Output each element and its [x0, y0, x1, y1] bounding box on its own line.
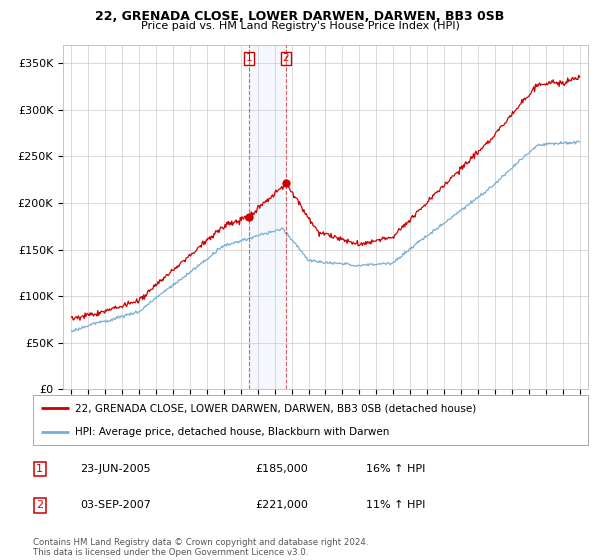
Text: 03-SEP-2007: 03-SEP-2007 — [80, 501, 151, 510]
Text: Price paid vs. HM Land Registry's House Price Index (HPI): Price paid vs. HM Land Registry's House … — [140, 21, 460, 31]
Text: 22, GRENADA CLOSE, LOWER DARWEN, DARWEN, BB3 0SB (detached house): 22, GRENADA CLOSE, LOWER DARWEN, DARWEN,… — [74, 403, 476, 413]
Text: £185,000: £185,000 — [255, 464, 308, 474]
Text: 22, GRENADA CLOSE, LOWER DARWEN, DARWEN, BB3 0SB: 22, GRENADA CLOSE, LOWER DARWEN, DARWEN,… — [95, 10, 505, 22]
Text: Contains HM Land Registry data © Crown copyright and database right 2024.
This d: Contains HM Land Registry data © Crown c… — [33, 538, 368, 557]
Text: 1: 1 — [245, 53, 252, 63]
Text: 2: 2 — [36, 501, 43, 510]
Bar — [249, 45, 286, 389]
Text: HPI: Average price, detached house, Blackburn with Darwen: HPI: Average price, detached house, Blac… — [74, 427, 389, 437]
Text: 11% ↑ HPI: 11% ↑ HPI — [366, 501, 425, 510]
Text: 23-JUN-2005: 23-JUN-2005 — [80, 464, 151, 474]
Text: 16% ↑ HPI: 16% ↑ HPI — [366, 464, 425, 474]
Text: 1: 1 — [36, 464, 43, 474]
Text: 2: 2 — [283, 53, 289, 63]
Text: £221,000: £221,000 — [255, 501, 308, 510]
